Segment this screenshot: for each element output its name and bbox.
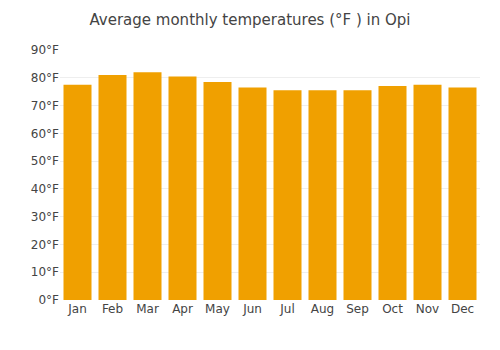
- svg-text:80°F: 80°F: [31, 71, 59, 85]
- svg-text:Feb: Feb: [102, 302, 123, 316]
- svg-text:Apr: Apr: [172, 302, 193, 316]
- svg-text:Jun: Jun: [242, 302, 262, 316]
- svg-text:Nov: Nov: [416, 302, 439, 316]
- svg-text:50°F: 50°F: [31, 154, 59, 168]
- svg-text:60°F: 60°F: [31, 127, 59, 141]
- svg-text:90°F: 90°F: [31, 43, 59, 57]
- svg-text:0°F: 0°F: [38, 293, 59, 307]
- svg-text:70°F: 70°F: [31, 99, 59, 113]
- svg-text:Oct: Oct: [382, 302, 403, 316]
- svg-text:Sep: Sep: [346, 302, 369, 316]
- svg-text:May: May: [205, 302, 230, 316]
- svg-text:Mar: Mar: [136, 302, 159, 316]
- svg-text:40°F: 40°F: [31, 182, 59, 196]
- svg-text:20°F: 20°F: [31, 238, 59, 252]
- svg-text:Aug: Aug: [311, 302, 334, 316]
- svg-text:Dec: Dec: [451, 302, 474, 316]
- svg-text:Jul: Jul: [279, 302, 294, 316]
- svg-text:Jan: Jan: [67, 302, 87, 316]
- svg-text:10°F: 10°F: [31, 265, 59, 279]
- svg-text:Average monthly temperatures (: Average monthly temperatures (°F ) in Op…: [89, 11, 410, 29]
- svg-text:30°F: 30°F: [31, 210, 59, 224]
